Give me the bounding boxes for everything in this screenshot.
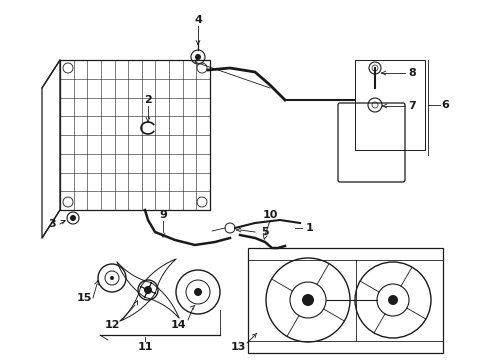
Text: 11: 11 [137,342,153,352]
Text: 8: 8 [408,68,416,78]
Text: 10: 10 [262,210,278,220]
Text: 6: 6 [441,100,449,110]
Text: 1: 1 [306,223,314,233]
Circle shape [302,294,314,306]
Circle shape [194,288,202,296]
Circle shape [388,295,398,305]
Text: 15: 15 [76,293,92,303]
Bar [248,248,443,353]
Text: 4: 4 [194,15,202,25]
Circle shape [70,215,76,221]
Text: 9: 9 [159,210,167,220]
Text: 13: 13 [230,342,245,352]
Text: 7: 7 [408,101,416,111]
Text: 14: 14 [170,320,186,330]
Text: 12: 12 [104,320,120,330]
Bar [355,60,425,150]
Text: 3: 3 [48,219,56,229]
Text: 2: 2 [144,95,152,105]
Text: 5: 5 [261,227,269,237]
Circle shape [195,54,201,60]
Circle shape [110,276,114,280]
Circle shape [144,286,152,294]
